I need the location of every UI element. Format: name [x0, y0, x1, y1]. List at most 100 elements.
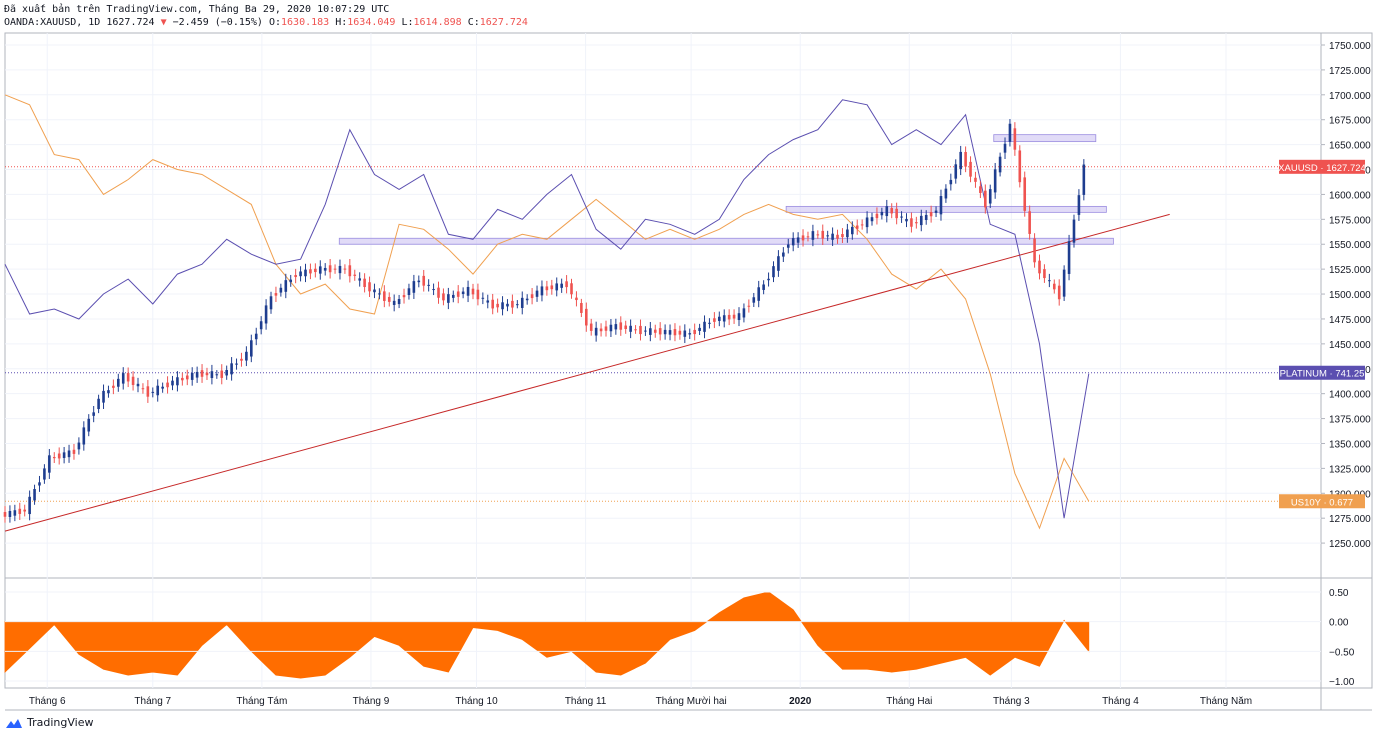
candle-body: [890, 208, 894, 214]
platinum-price-tag-bg: [1279, 365, 1365, 380]
candle-body: [762, 284, 765, 290]
y-tick-label: 1725.000: [1329, 66, 1371, 77]
candle-body: [299, 271, 302, 277]
candle-body: [1072, 219, 1076, 243]
candle-body: [161, 386, 164, 389]
candle-body: [575, 297, 578, 301]
candle-body: [447, 294, 450, 303]
candle-body: [629, 325, 632, 332]
candle-body: [900, 216, 903, 218]
tradingview-brand: TradingView: [5, 716, 93, 729]
candle-body: [107, 390, 110, 394]
candle-body: [57, 453, 61, 459]
candle-body: [373, 289, 376, 293]
candle-body: [811, 231, 815, 240]
candle-body: [117, 378, 120, 387]
candle-body: [791, 238, 795, 246]
candle-body: [87, 418, 91, 432]
candle-body: [471, 288, 475, 295]
oscillator-area: [4, 591, 1090, 679]
candle-body: [821, 230, 825, 239]
candle-body: [358, 278, 361, 281]
candle-body: [767, 278, 770, 281]
candle-body: [969, 161, 972, 177]
candle-body: [624, 325, 628, 330]
candle-body: [230, 363, 233, 375]
candle-body: [919, 215, 923, 226]
candle-body: [171, 380, 174, 386]
us10y-series-line: [4, 94, 1090, 530]
candle-body: [146, 386, 150, 397]
candle-body: [782, 252, 785, 257]
resistance-zone: [785, 205, 1107, 213]
candle-body: [594, 327, 598, 336]
y-tick-label: 1275.000: [1329, 514, 1371, 525]
candle-body: [451, 294, 455, 298]
candle-body: [18, 508, 22, 514]
candle-body: [732, 314, 736, 319]
x-tick-label: Tháng 3: [993, 696, 1030, 707]
candle-body: [13, 510, 17, 516]
candle-body: [126, 373, 130, 382]
candle-body: [841, 234, 844, 238]
tradingview-logo-icon: [6, 718, 22, 728]
candle-body: [1023, 177, 1027, 211]
candle-body: [722, 315, 726, 322]
candle-body: [599, 328, 603, 332]
candle-body: [717, 316, 721, 321]
candle-body: [23, 509, 27, 512]
candle-body: [589, 323, 593, 331]
osc-y-tick-label: 0.50: [1329, 588, 1349, 599]
candle-body: [644, 330, 647, 332]
symbol-label[interactable]: OANDA:XAUUSD, 1D: [4, 17, 101, 28]
x-tick-label: Tháng 10: [455, 696, 498, 707]
candle-body: [860, 224, 864, 226]
y-tick-label: 1325.000: [1329, 464, 1371, 475]
candle-body: [831, 233, 834, 240]
candle-body: [383, 291, 386, 301]
candle-body: [924, 214, 928, 221]
outer-frame: [4, 32, 1373, 689]
candle-body: [713, 318, 716, 322]
candle-body: [959, 151, 962, 170]
candle-body: [530, 294, 534, 299]
candle-body: [1003, 143, 1007, 153]
candle-body: [875, 213, 879, 219]
y-tick-label: 1475.000: [1329, 315, 1371, 326]
candle-body: [816, 234, 820, 236]
candle-body: [1028, 211, 1031, 234]
candle-body: [668, 330, 672, 335]
candle-body: [28, 496, 31, 515]
candle-body: [318, 266, 322, 274]
candle-body: [52, 456, 56, 459]
y-tick-label: 1650.000: [1329, 141, 1371, 152]
candle-body: [1077, 195, 1081, 215]
candle-body: [387, 296, 391, 302]
candle-body: [993, 169, 997, 193]
candle-body: [333, 268, 337, 270]
candle-body: [131, 376, 135, 385]
candle-body: [870, 217, 874, 222]
y-tick-label: 1250.000: [1329, 539, 1371, 550]
candle-body: [1057, 285, 1061, 300]
x-tick-label: Tháng 4: [1102, 696, 1139, 707]
low-label: L:: [401, 17, 414, 28]
candle-body: [693, 329, 696, 335]
candle-body: [195, 371, 199, 378]
x-tick-label: 2020: [789, 696, 812, 707]
candle-body: [1018, 150, 1022, 183]
x-tick-label: Tháng Tám: [236, 696, 287, 707]
candle-body: [210, 371, 214, 379]
candle-body: [427, 284, 430, 286]
candle-body: [363, 278, 366, 288]
candle-body: [772, 266, 775, 278]
candle-body: [205, 372, 209, 376]
candle-body: [737, 313, 741, 321]
candle-body: [727, 314, 731, 320]
candle-body: [649, 328, 652, 335]
candle-body: [673, 329, 677, 336]
osc-y-tick-label: 0.00: [1329, 618, 1349, 629]
candle-body: [67, 450, 71, 458]
x-tick-label: Tháng 6: [29, 696, 66, 707]
